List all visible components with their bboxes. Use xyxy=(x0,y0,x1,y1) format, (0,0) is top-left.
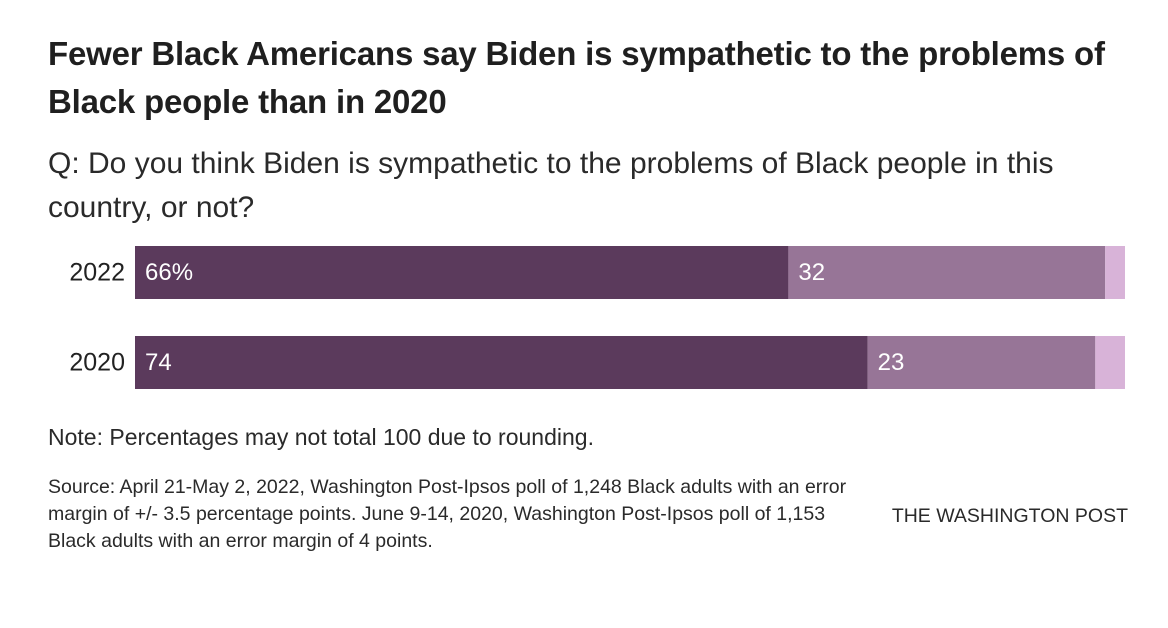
bar-segment-2020-1 xyxy=(135,336,868,389)
bar-segment-2020-2 xyxy=(867,336,1096,389)
chart-source: Source: April 21-May 2, 2022, Washington… xyxy=(48,476,847,552)
data-label-2020-1: 74 xyxy=(145,349,172,376)
bar-segment-2020-3 xyxy=(1095,336,1125,389)
data-label-2022-2: 32 xyxy=(798,259,825,286)
category-label-2022: 2022 xyxy=(69,259,125,287)
chart-subtitle: Q: Do you think Biden is sympathetic to … xyxy=(48,147,1054,224)
data-label-2020-2: 23 xyxy=(878,349,905,376)
bar-segment-2022-3 xyxy=(1105,246,1125,299)
category-label-2020: 2020 xyxy=(69,349,125,377)
bar-segment-2022-2 xyxy=(788,246,1106,299)
chart-note: Note: Percentages may not total 100 due … xyxy=(48,424,594,450)
chart-title: Fewer Black Americans say Biden is sympa… xyxy=(48,35,1105,120)
stacked-bar-chart: 2022 66% 32 2020 74 23 xyxy=(0,236,1168,406)
chart-svg: 2022 66% 32 2020 74 23 xyxy=(69,246,1125,389)
bar-segment-2022-1 xyxy=(135,246,789,299)
publisher-credit: THE WASHINGTON POST xyxy=(891,505,1128,527)
data-label-2022-1: 66% xyxy=(145,259,193,286)
